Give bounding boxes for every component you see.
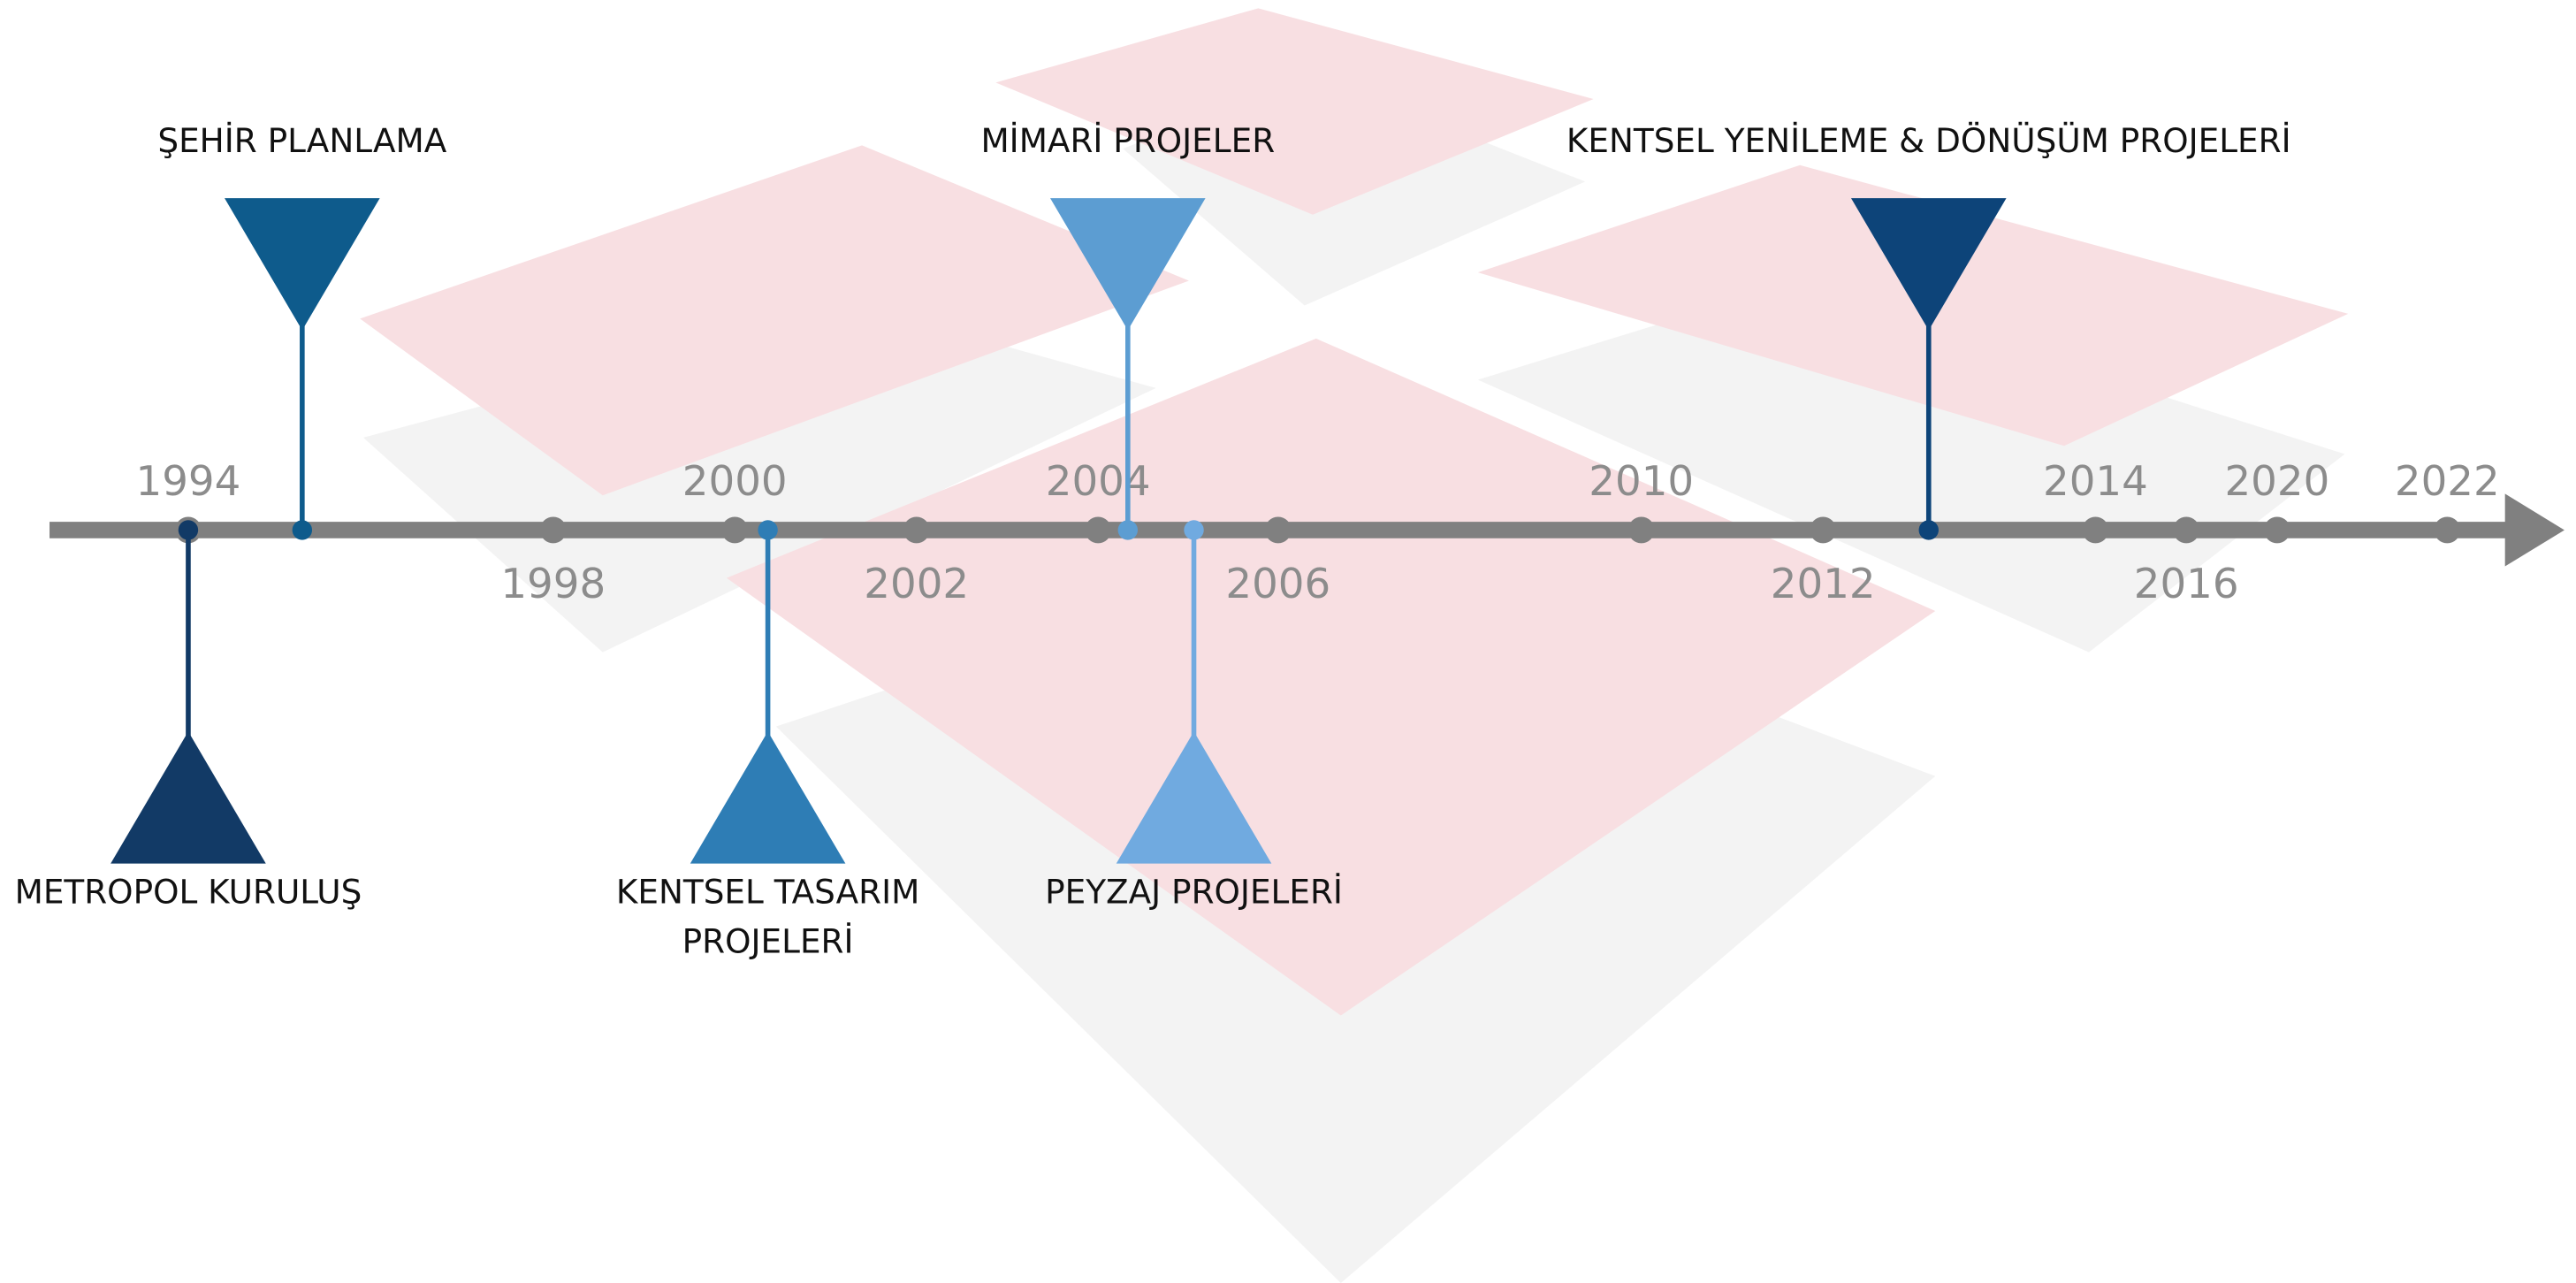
year-label: 2022 — [2395, 458, 2500, 506]
year-dot — [721, 517, 748, 544]
event-dot — [758, 520, 777, 539]
event-marker — [111, 731, 266, 863]
year-dot — [540, 517, 567, 544]
event-label: ŞEHİR PLANLAMA — [157, 121, 446, 160]
year-dot — [2434, 517, 2460, 544]
event-dot — [1118, 520, 1138, 539]
year-dot — [1810, 517, 1836, 544]
event-label: KENTSEL TASARIM — [616, 872, 919, 911]
year-label: 1998 — [500, 561, 606, 608]
event-marker — [225, 198, 380, 330]
event-label: KENTSEL YENİLEME & DÖNÜŞÜM PROJELERİ — [1566, 121, 2291, 160]
event-dot — [293, 520, 312, 539]
event-label: PEYZAJ PROJELERİ — [1045, 872, 1343, 911]
year-dot — [1265, 517, 1292, 544]
event-dot — [1919, 520, 1939, 539]
year-dot — [2173, 517, 2199, 544]
year-label: 2014 — [2043, 458, 2148, 506]
event-label: PROJELERİ — [682, 922, 854, 961]
event-label: METROPOL KURULUŞ — [15, 872, 362, 911]
year-dot — [1085, 517, 1111, 544]
event-dot — [179, 520, 198, 539]
year-label: 2006 — [1225, 561, 1330, 608]
event-dot — [1184, 520, 1203, 539]
axis-arrow — [2505, 493, 2565, 566]
page: {"timeline": { "years": ["1994", "1998",… — [0, 0, 2576, 1283]
background-shapes — [360, 8, 2348, 1283]
year-label: 2012 — [1771, 561, 1876, 608]
year-label: 2002 — [864, 561, 969, 608]
timeline-diagram: 1994 1998 2000 2002 2004 2006 2010 2012 2014 2016… — [0, 0, 2576, 1283]
year-dot — [2082, 517, 2108, 544]
year-label: 2016 — [2134, 561, 2239, 608]
year-label: 1994 — [136, 458, 241, 506]
event-label: MİMARİ PROJELER — [980, 121, 1275, 160]
year-label: 2004 — [1046, 458, 1151, 506]
year-dot — [2264, 517, 2290, 544]
year-label: 2020 — [2224, 458, 2329, 506]
year-label: 2000 — [682, 458, 788, 506]
year-dot — [903, 517, 930, 544]
year-label: 2010 — [1589, 458, 1694, 506]
year-dot — [1628, 517, 1655, 544]
